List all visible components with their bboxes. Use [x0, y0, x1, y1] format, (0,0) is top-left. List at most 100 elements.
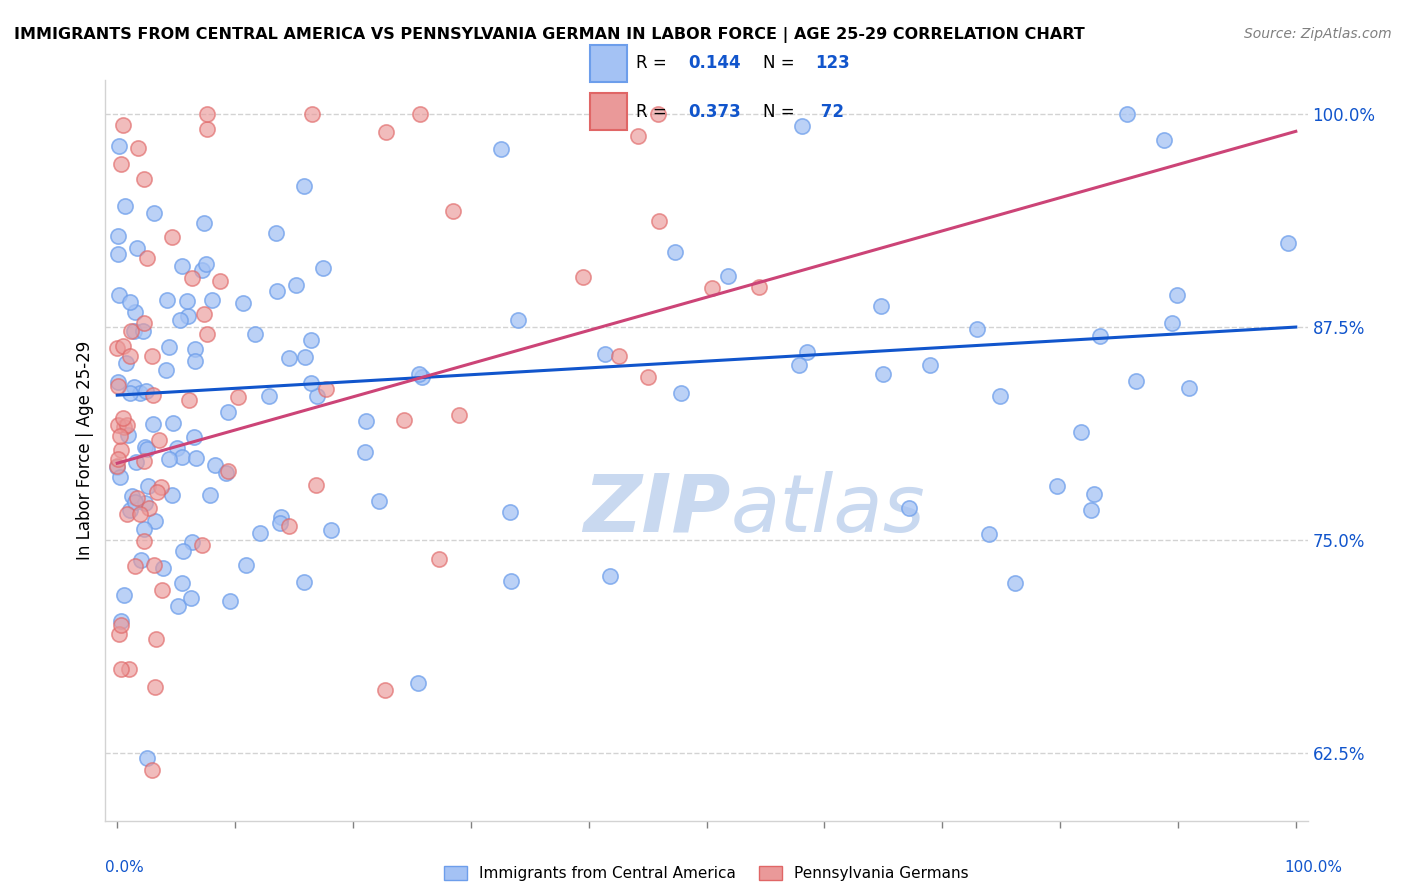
Point: [118, 349, 141, 363]
Point: [499, 505, 522, 519]
Point: [321, 523, 343, 537]
Text: 100.0%: 100.0%: [1285, 861, 1343, 875]
Point: [146, 485, 169, 500]
Point: [235, 558, 257, 572]
Point: [748, 280, 770, 294]
Point: [408, 107, 430, 121]
Point: [134, 454, 156, 468]
Point: [499, 574, 522, 589]
Point: [669, 386, 692, 401]
Point: [179, 393, 201, 408]
Point: [307, 389, 329, 403]
Point: [277, 519, 299, 533]
Point: [920, 358, 942, 372]
Point: [162, 416, 184, 430]
Point: [572, 270, 595, 285]
Point: [201, 293, 224, 307]
Point: [136, 442, 159, 457]
Point: [1277, 235, 1299, 250]
Point: [637, 370, 659, 384]
Text: 0.0%: 0.0%: [105, 861, 145, 875]
Point: [132, 316, 155, 330]
Point: [107, 375, 129, 389]
Point: [217, 405, 239, 419]
Point: [145, 632, 167, 646]
Point: [136, 751, 159, 765]
Point: [124, 558, 146, 573]
Point: [259, 389, 281, 403]
Point: [441, 203, 464, 218]
Point: [214, 467, 236, 481]
Text: ZIP: ZIP: [583, 471, 731, 549]
Point: [157, 451, 180, 466]
Point: [1125, 374, 1147, 388]
Point: [232, 296, 254, 310]
Point: [270, 509, 292, 524]
Point: [172, 259, 194, 273]
Point: [143, 680, 166, 694]
Point: [114, 199, 136, 213]
Point: [1004, 576, 1026, 591]
Point: [143, 558, 166, 572]
Text: atlas: atlas: [731, 471, 925, 549]
Point: [1080, 503, 1102, 517]
Point: [121, 489, 143, 503]
Point: [200, 488, 222, 502]
Text: 72: 72: [815, 103, 845, 120]
Point: [107, 451, 129, 466]
Point: [191, 263, 214, 277]
Point: [1153, 133, 1175, 147]
Y-axis label: In Labor Force | Age 25-29: In Labor Force | Age 25-29: [76, 341, 94, 560]
Point: [120, 385, 142, 400]
Point: [284, 277, 307, 292]
Point: [312, 261, 335, 276]
Point: [374, 125, 396, 139]
Point: [717, 268, 740, 283]
Point: [1069, 425, 1091, 439]
Point: [156, 293, 179, 308]
Point: [599, 568, 621, 582]
Point: [134, 495, 156, 509]
Point: [209, 274, 232, 288]
Point: [243, 326, 266, 341]
Point: [150, 583, 173, 598]
Point: [172, 544, 194, 558]
Point: [1160, 316, 1182, 330]
Point: [184, 342, 207, 356]
Point: [129, 386, 152, 401]
Point: [299, 376, 322, 391]
Point: [108, 470, 131, 484]
Point: [115, 508, 138, 522]
Point: [124, 324, 146, 338]
Point: [447, 408, 470, 422]
Point: [792, 119, 814, 133]
Legend: Immigrants from Central America, Pennsylvania Germans: Immigrants from Central America, Pennsyl…: [439, 860, 974, 887]
Point: [162, 488, 184, 502]
Point: [112, 420, 135, 434]
Point: [299, 333, 322, 347]
Point: [129, 553, 152, 567]
Point: [117, 428, 139, 442]
Point: [186, 450, 208, 465]
Point: [120, 295, 142, 310]
Point: [796, 344, 818, 359]
Point: [647, 107, 669, 121]
Point: [155, 362, 177, 376]
Point: [408, 367, 430, 381]
Point: [160, 230, 183, 244]
Point: [134, 534, 156, 549]
Point: [315, 382, 337, 396]
Point: [142, 417, 165, 431]
Point: [869, 299, 891, 313]
Point: [107, 378, 129, 392]
Point: [108, 429, 131, 443]
Point: [195, 122, 218, 136]
Point: [411, 370, 433, 384]
Point: [125, 454, 148, 468]
Point: [702, 280, 724, 294]
Point: [136, 252, 159, 266]
Text: 123: 123: [815, 54, 851, 72]
Point: [193, 307, 215, 321]
Point: [204, 458, 226, 472]
FancyBboxPatch shape: [589, 93, 627, 130]
